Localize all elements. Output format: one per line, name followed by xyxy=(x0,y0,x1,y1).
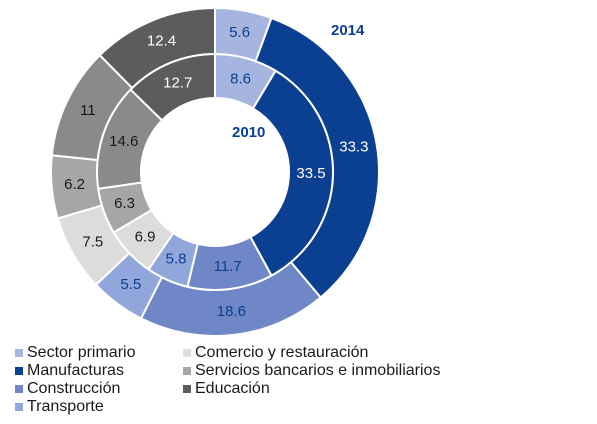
legend-swatch xyxy=(183,385,191,393)
legend-swatch xyxy=(15,385,23,393)
legend-label: Educación xyxy=(195,380,270,397)
data-label: 7.5 xyxy=(82,233,103,250)
data-label: 5.5 xyxy=(120,276,141,293)
data-label: 11 xyxy=(80,102,96,119)
legend-label: Comercio y restauración xyxy=(195,344,368,361)
data-label: 33.5 xyxy=(296,165,325,182)
legend-swatch xyxy=(15,349,23,357)
outer-ring-label: 2014 xyxy=(331,22,365,39)
data-label: 8.6 xyxy=(230,70,251,87)
data-label: 5.6 xyxy=(229,24,250,41)
legend-swatch xyxy=(183,349,191,357)
legend-label: Servicios bancarios e inmobiliarios xyxy=(195,362,440,379)
data-label: 6.3 xyxy=(114,195,135,212)
legend-swatch xyxy=(183,367,191,375)
donut-slice xyxy=(98,6,216,90)
data-label: 5.8 xyxy=(166,251,187,268)
legend-swatch xyxy=(15,403,23,411)
donut-slice xyxy=(254,16,380,299)
legend-swatch xyxy=(15,367,23,375)
data-label: 33.3 xyxy=(339,139,368,156)
data-label: 6.9 xyxy=(135,229,156,246)
legend-label: Sector primario xyxy=(27,344,136,361)
data-label: 18.6 xyxy=(217,303,246,320)
data-label: 12.4 xyxy=(147,33,176,50)
data-label: 11.7 xyxy=(214,258,242,275)
legend-label: Construcción xyxy=(27,380,120,397)
data-label: 6.2 xyxy=(64,176,85,193)
legend-label: Manufacturas xyxy=(27,362,124,379)
legend-label: Transporte xyxy=(27,398,104,415)
data-label: 12.7 xyxy=(163,74,192,91)
data-label: 14.6 xyxy=(109,133,138,150)
inner-ring-label: 2010 xyxy=(232,124,265,141)
